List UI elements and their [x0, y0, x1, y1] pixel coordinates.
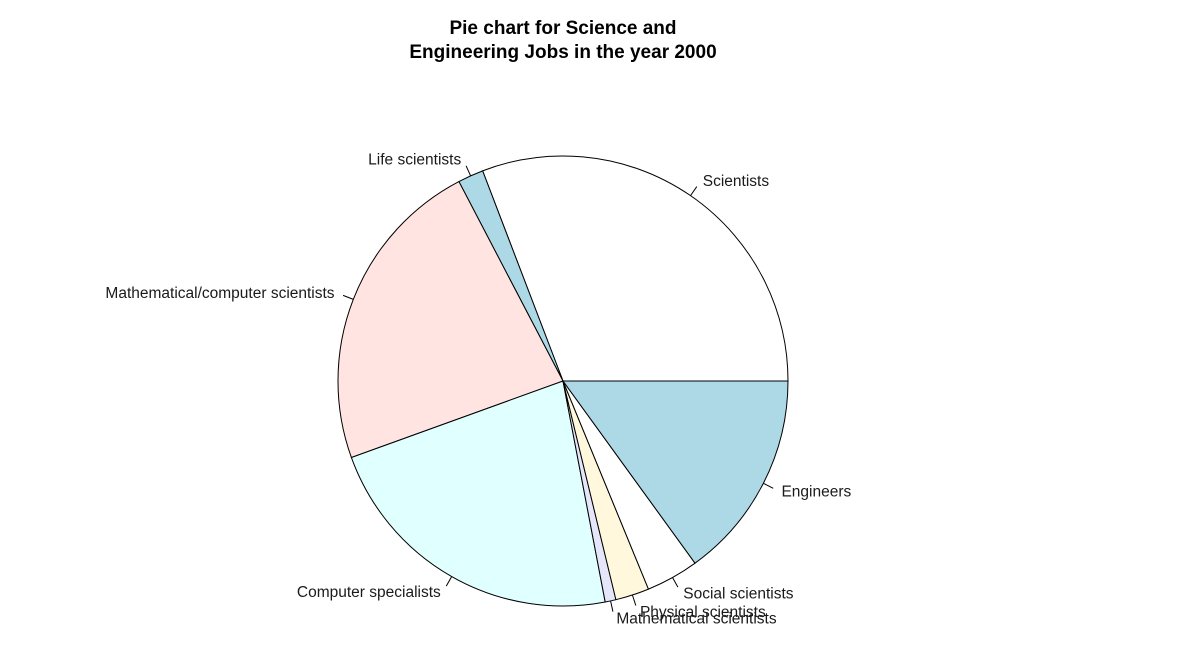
label-computer-specialists: Computer specialists [297, 584, 441, 601]
label-ticks [342, 165, 774, 612]
slice-scientists [481, 155, 789, 382]
tick-computer-specialists [445, 576, 453, 587]
pie-slices [337, 155, 789, 607]
label-life-scientists: Life scientists [368, 151, 461, 168]
label-scientists: Scientists [703, 173, 770, 190]
tick-mathematical-computer-scientists [342, 294, 354, 300]
tick-physical-scientists [631, 594, 637, 606]
label-mathematical-computer-scientists: Mathematical/computer scientists [105, 285, 334, 302]
tick-social-scientists [672, 577, 679, 588]
chart-title: Pie chart for Science and Engineering Jo… [409, 18, 716, 63]
tick-scientists [690, 186, 698, 196]
label-social-scientists: Social scientists [683, 585, 794, 602]
chart-title-line-1: Pie chart for Science and [449, 18, 676, 39]
label-mathematical-scientists: Mathematical scientists [616, 611, 776, 628]
tick-life-scientists [465, 165, 472, 177]
label-engineers: Engineers [781, 483, 851, 500]
slice-labels: Scientists Life scientists Mathematical/co… [105, 151, 851, 627]
tick-mathematical-scientists [610, 600, 614, 612]
slice-computer-specialists [350, 380, 606, 607]
tick-engineers [763, 482, 774, 489]
label-physical-scientists: Physical scientists [640, 604, 766, 621]
chart-title-line-2: Engineering Jobs in the year 2000 [409, 42, 716, 63]
slice-engineers [562, 380, 789, 564]
